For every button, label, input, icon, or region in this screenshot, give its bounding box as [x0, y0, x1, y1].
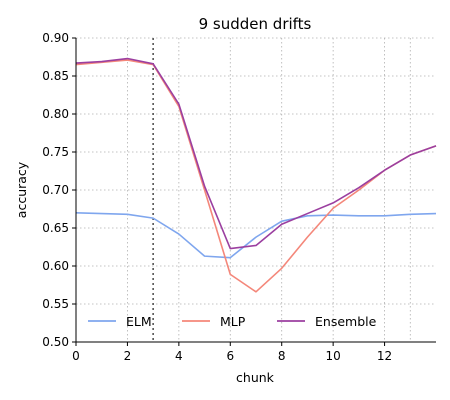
ticks-layer: 0 2 4 6 8 10 12 0.50 0.55 0.60 0.65 0.70 0.75 0.80 0.8… [42, 31, 392, 363]
x-tick-label-2: 4 [175, 349, 183, 363]
x-axis-label: chunk [236, 370, 275, 385]
legend: ELM MLP Ensemble [88, 314, 377, 329]
legend-label-mlp: MLP [220, 314, 246, 329]
y-tick-label-4: 0.70 [42, 183, 69, 197]
y-tick-label-5: 0.75 [42, 145, 69, 159]
y-tick-label-8: 0.90 [42, 31, 69, 45]
grid-layer [75, 37, 436, 343]
series-layer [75, 57, 437, 293]
y-tick-label-2: 0.60 [42, 259, 69, 273]
y-tick-label-0: 0.50 [42, 335, 69, 349]
x-tick-label-4: 8 [278, 349, 286, 363]
chart-title: 9 sudden drifts [199, 15, 312, 33]
legend-item-elm: ELM [88, 314, 152, 329]
y-tick-label-1: 0.55 [42, 297, 69, 311]
series-line-ensemble [75, 57, 437, 250]
series-line-mlp [75, 59, 437, 293]
legend-item-ensemble: Ensemble [277, 314, 377, 329]
y-tick-label-7: 0.85 [42, 69, 69, 83]
y-tick-label-3: 0.65 [42, 221, 69, 235]
legend-item-mlp: MLP [182, 314, 246, 329]
x-tick-label-3: 6 [226, 349, 234, 363]
legend-label-elm: ELM [126, 314, 152, 329]
x-tick-label-0: 0 [72, 349, 80, 363]
x-tick-label-1: 2 [124, 349, 132, 363]
legend-label-ensemble: Ensemble [315, 314, 377, 329]
y-tick-label-6: 0.80 [42, 107, 69, 121]
x-tick-label-5: 10 [326, 349, 341, 363]
series-line-elm [75, 212, 437, 259]
y-axis-label: accuracy [14, 161, 29, 218]
x-tick-label-6: 12 [377, 349, 392, 363]
